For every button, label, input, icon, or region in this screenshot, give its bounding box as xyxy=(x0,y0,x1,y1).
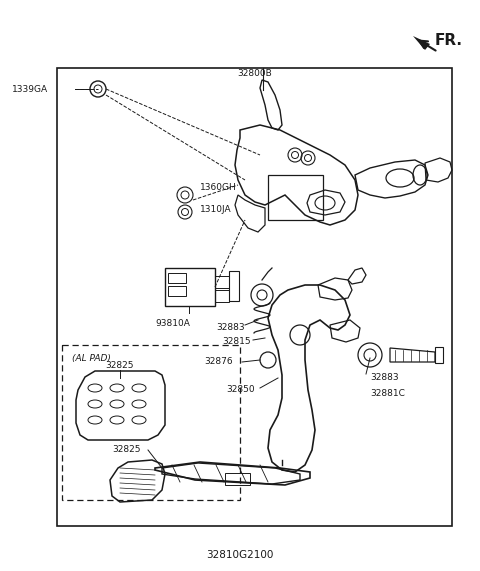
Text: 32850: 32850 xyxy=(226,385,254,395)
Bar xyxy=(215,276,229,288)
Text: 32825: 32825 xyxy=(112,445,141,455)
Bar xyxy=(435,347,443,363)
Bar xyxy=(215,290,229,302)
Bar xyxy=(168,286,186,296)
Bar xyxy=(268,175,323,220)
Text: 32810G2100: 32810G2100 xyxy=(206,550,274,560)
Text: 32876: 32876 xyxy=(204,357,233,367)
Text: 1360GH: 1360GH xyxy=(200,183,237,192)
Bar xyxy=(165,268,215,306)
Text: 32815: 32815 xyxy=(222,337,251,347)
Text: 32825: 32825 xyxy=(106,360,134,369)
Bar xyxy=(57,68,452,526)
Bar xyxy=(168,273,186,283)
Text: 93810A: 93810A xyxy=(155,319,190,328)
Bar xyxy=(62,345,240,500)
Polygon shape xyxy=(413,36,430,50)
Text: 32800B: 32800B xyxy=(237,69,272,78)
Text: 32883: 32883 xyxy=(216,324,245,332)
Text: 32881C: 32881C xyxy=(370,388,405,397)
Text: 1339GA: 1339GA xyxy=(12,85,48,94)
Text: 32883: 32883 xyxy=(370,373,398,383)
Bar xyxy=(229,271,239,301)
Bar xyxy=(225,473,250,485)
Text: 1310JA: 1310JA xyxy=(200,206,232,215)
Text: (AL PAD): (AL PAD) xyxy=(72,353,111,363)
Text: FR.: FR. xyxy=(435,33,463,48)
